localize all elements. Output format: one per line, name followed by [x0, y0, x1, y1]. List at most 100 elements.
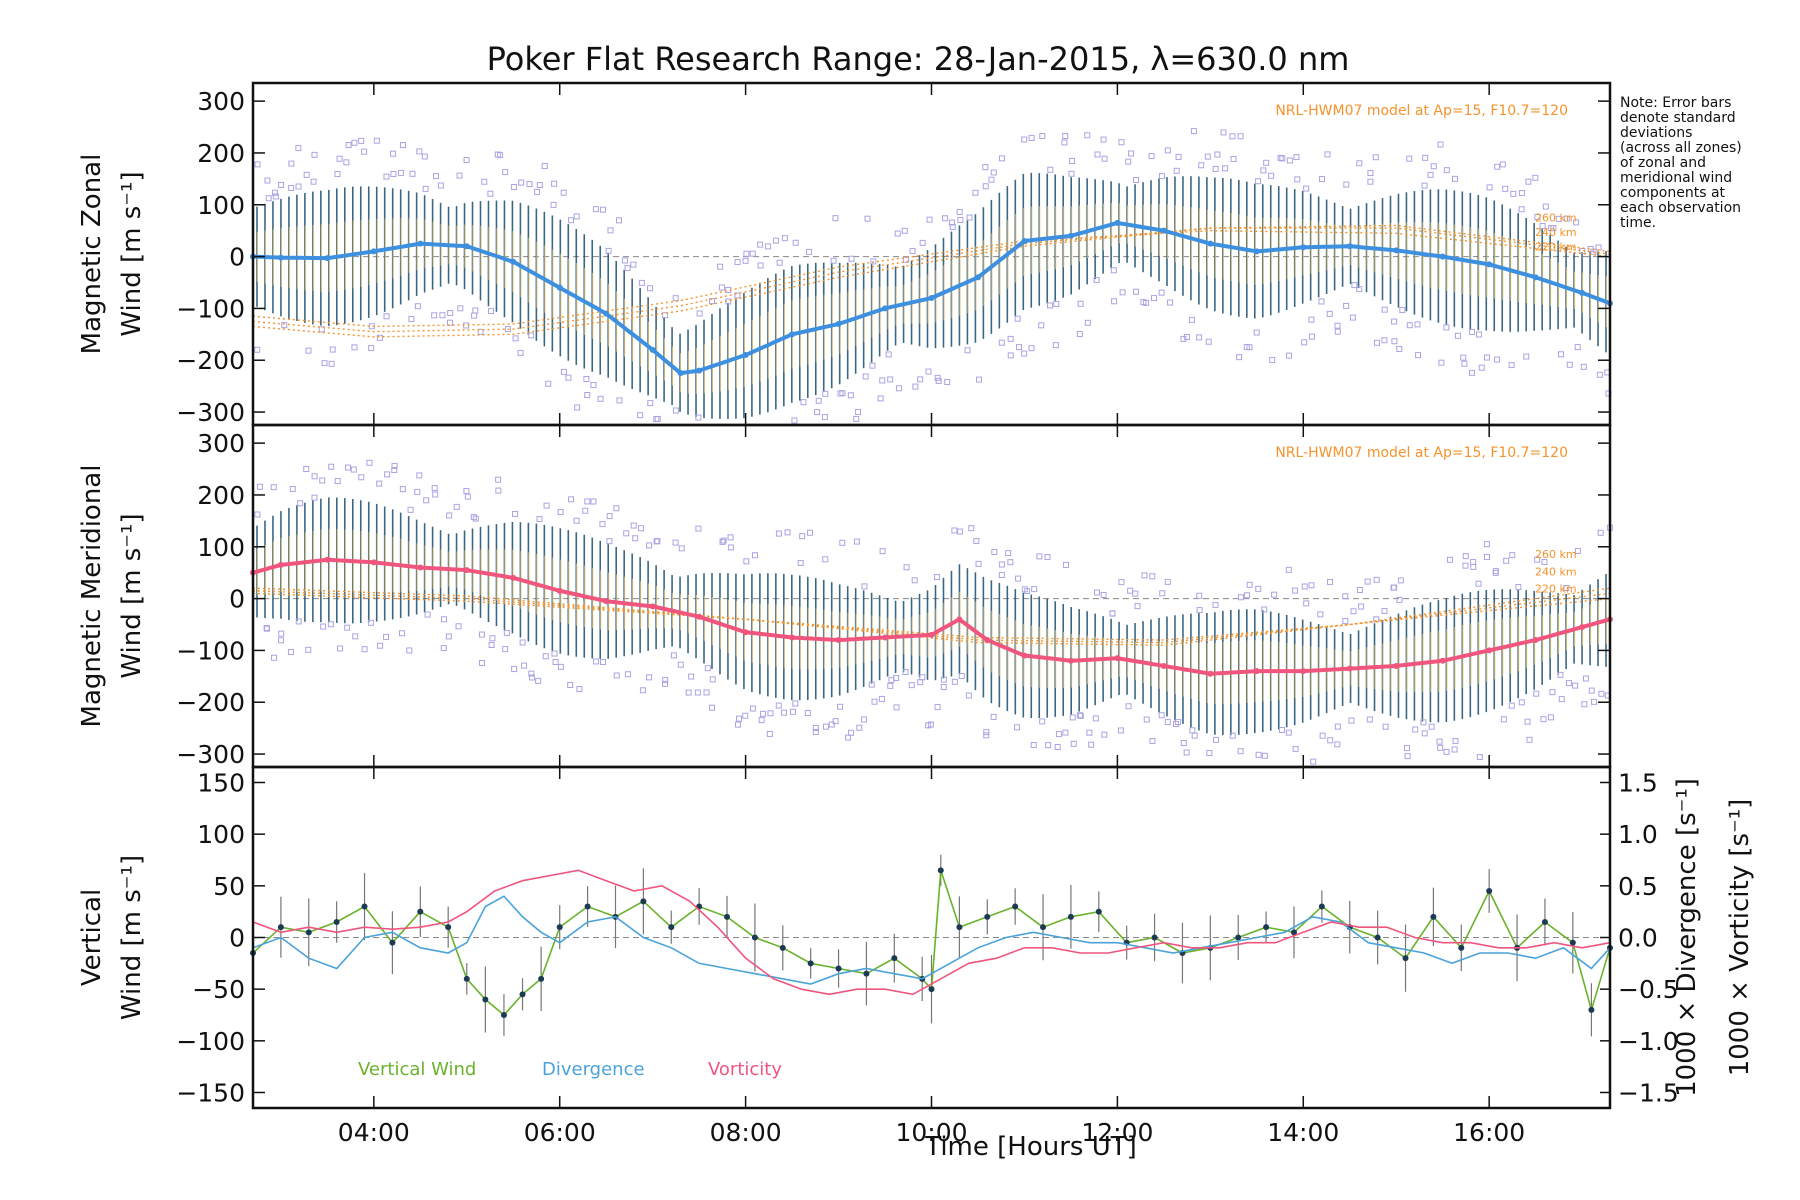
zone-point [812, 724, 819, 731]
zone-point [632, 535, 639, 542]
zone-point [958, 673, 965, 680]
zone-point [1547, 714, 1554, 721]
mean-wind-point [649, 346, 656, 353]
zone-point [1062, 133, 1069, 140]
zone-point [735, 715, 742, 722]
zone-point [1598, 690, 1605, 697]
zone-point [864, 215, 871, 222]
zone-point [433, 173, 440, 180]
zone-point [1499, 161, 1506, 168]
y-tick-label: −150 [176, 1079, 245, 1108]
altitude-label: 220 km [1535, 583, 1577, 596]
vertical-wind-point [1430, 913, 1437, 920]
vertical-wind-point [538, 975, 545, 982]
zone-point [822, 390, 829, 397]
vertical-wind-point [333, 919, 340, 925]
zone-point [414, 303, 421, 310]
zone-point [982, 164, 989, 171]
zone-point [1573, 219, 1580, 226]
zone-point [983, 729, 990, 736]
zone-point [1149, 737, 1156, 744]
zone-point [1503, 557, 1510, 564]
zone-point [1293, 154, 1300, 161]
zone-point [288, 184, 295, 191]
zone-point [1148, 153, 1155, 160]
zone-point [638, 279, 645, 286]
zone-point [1557, 671, 1564, 678]
legend-entry: Divergence [542, 1059, 645, 1080]
zone-point [1533, 690, 1540, 697]
zone-point [1014, 315, 1021, 322]
zone-point [1597, 529, 1604, 536]
zone-point [1269, 356, 1276, 363]
zone-point [624, 265, 631, 272]
zone-point [1014, 724, 1021, 731]
zone-point [1574, 344, 1581, 351]
vertical-wind-point [519, 991, 526, 998]
y-label-line2: Wind [m s⁻¹] [117, 171, 147, 336]
zone-point [869, 362, 876, 369]
zone-point [654, 415, 661, 422]
zone-point [767, 710, 774, 717]
zone-point [590, 498, 597, 505]
zone-point [305, 347, 312, 354]
mean-wind-point [417, 564, 424, 571]
model-label: NRL-HWM07 model at Ap=15, F10.7=120 [1275, 103, 1568, 119]
zone-point [504, 326, 511, 333]
zone-point [1285, 566, 1292, 573]
zone-point [1470, 558, 1477, 565]
mean-wind-point [510, 258, 517, 265]
y-label-line1: Magnetic Zonal [77, 154, 107, 355]
mean-wind-point [742, 629, 749, 636]
zone-point [590, 381, 597, 388]
zone-point [1318, 176, 1325, 183]
zone-point [456, 172, 463, 179]
vertical-wind-point [891, 955, 898, 962]
zone-point [471, 312, 478, 319]
zone-point [646, 542, 653, 549]
zone-point [1301, 583, 1308, 590]
y2-tick-label: 1.5 [1618, 769, 1658, 798]
zone-point [1469, 328, 1476, 335]
zone-point [780, 709, 787, 716]
zone-point [583, 376, 590, 383]
zone-point [757, 262, 764, 269]
zone-point [1381, 337, 1388, 344]
zone-point [1420, 719, 1427, 726]
zone-point [297, 500, 304, 507]
zone-point [879, 548, 886, 555]
zone-point [1494, 163, 1501, 170]
zone-point [1436, 738, 1443, 745]
zone-point [447, 319, 454, 326]
mean-wind-point [1579, 624, 1586, 631]
zone-point [1110, 267, 1117, 274]
zone-point [933, 574, 940, 581]
zone-point [917, 376, 924, 383]
zone-point [792, 239, 799, 246]
zone-point [1180, 740, 1187, 747]
zone-point [521, 662, 528, 669]
zone-point [1406, 155, 1413, 162]
zone-point [1596, 371, 1603, 378]
zone-point [1133, 288, 1140, 295]
zone-point [616, 397, 623, 404]
zone-point [719, 538, 726, 545]
zone-point [1510, 190, 1517, 197]
zone-point [1342, 618, 1349, 625]
zone-point [1047, 166, 1054, 173]
zone-point [1364, 578, 1371, 585]
zone-point [1222, 165, 1229, 172]
zone-point [951, 527, 958, 534]
zone-point [1061, 139, 1068, 146]
zone-point [1053, 300, 1060, 307]
mean-wind-point [1579, 289, 1586, 296]
zone-point [271, 654, 278, 661]
y2-label-vorticity: 1000 × Vorticity [s⁻¹] [1725, 799, 1755, 1077]
zone-point [573, 213, 580, 220]
zone-point [437, 182, 444, 189]
zone-point [1007, 352, 1014, 359]
zone-point [973, 537, 980, 544]
zone-point [775, 530, 782, 537]
mean-wind-point [1207, 240, 1214, 247]
zone-point [502, 169, 509, 176]
